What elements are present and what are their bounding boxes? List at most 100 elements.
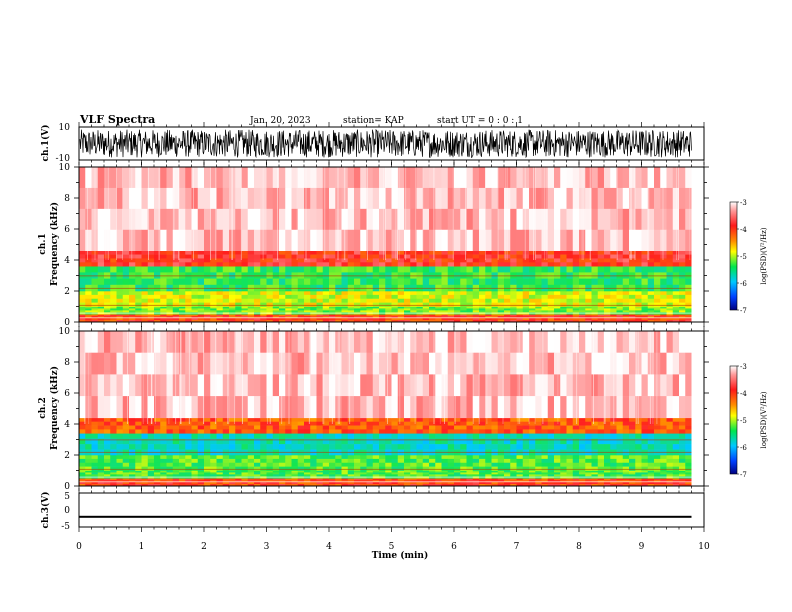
spectrogram-cell bbox=[522, 250, 530, 255]
spectrogram-cell bbox=[554, 308, 561, 311]
spectrogram-cell bbox=[641, 374, 649, 397]
spectrogram-cell bbox=[647, 433, 655, 440]
spectrogram-cell bbox=[310, 444, 317, 450]
spectrogram-cell bbox=[366, 484, 374, 487]
spectrogram-cell bbox=[610, 187, 617, 210]
spectrogram-cell bbox=[654, 472, 661, 475]
spectrogram-cell bbox=[210, 425, 217, 430]
spectrogram-cell bbox=[147, 472, 155, 475]
spectrogram-cell bbox=[260, 254, 267, 259]
spectrogram-cell bbox=[522, 425, 530, 430]
spectrogram-cell bbox=[372, 444, 380, 450]
spectrogram-cell bbox=[497, 318, 505, 321]
spectrogram-cell bbox=[685, 429, 692, 434]
spectrogram-cell bbox=[416, 374, 424, 397]
spectrogram-cell bbox=[560, 438, 567, 445]
spectrogram-cell bbox=[260, 438, 267, 445]
spectrogram-cell bbox=[241, 318, 249, 321]
spectrogram-cell bbox=[297, 278, 305, 286]
spectrogram-cell bbox=[416, 266, 424, 273]
spectrogram-cell bbox=[435, 302, 442, 307]
spectrogram-cell bbox=[579, 444, 586, 450]
spectrogram-cell bbox=[272, 480, 280, 483]
spectrogram-streak bbox=[337, 167, 339, 260]
spectrogram-line bbox=[79, 275, 692, 277]
spectrogram-cell bbox=[616, 352, 624, 375]
spectrogram-cell bbox=[547, 433, 555, 440]
spectrogram-cell bbox=[104, 229, 111, 251]
spectrogram-cell bbox=[204, 266, 211, 273]
spectrogram-cell bbox=[166, 310, 174, 313]
spectrogram-cell bbox=[622, 466, 630, 471]
spectrogram-cell bbox=[147, 250, 155, 255]
spectrogram-cell bbox=[97, 478, 105, 481]
spectrogram-cell bbox=[385, 474, 392, 477]
spectrogram-cell bbox=[191, 308, 199, 311]
spectrogram-cell bbox=[147, 466, 155, 471]
spectrogram-streak bbox=[231, 167, 233, 260]
spectrogram-cell bbox=[254, 291, 261, 296]
spectrogram-cell bbox=[185, 258, 192, 263]
spectrogram-cell bbox=[147, 421, 155, 426]
spectrogram-cell bbox=[197, 208, 205, 231]
spectrogram-cell bbox=[535, 429, 542, 434]
spectrogram-cell bbox=[585, 314, 592, 317]
spectrogram-cell bbox=[447, 444, 455, 450]
spectrogram-cell bbox=[591, 417, 599, 422]
spectrogram-cell bbox=[547, 291, 555, 296]
spectrogram-cell bbox=[685, 478, 692, 481]
spectrogram-cell bbox=[447, 466, 455, 471]
spectrogram-cell bbox=[166, 417, 174, 422]
spectrogram-cell bbox=[541, 316, 549, 319]
spectrogram-cell bbox=[585, 484, 592, 487]
spectrogram-cell bbox=[279, 331, 286, 353]
spectrogram-cell bbox=[260, 250, 267, 255]
spectrogram-cell bbox=[641, 472, 649, 475]
spectrogram-cell bbox=[222, 438, 230, 445]
spectrogram-cell bbox=[254, 429, 261, 434]
spectrogram-cell bbox=[322, 466, 330, 471]
spectrogram-cell bbox=[147, 455, 155, 460]
spectrogram-cell bbox=[297, 229, 305, 251]
spectrogram-streak bbox=[158, 167, 160, 260]
spectrogram-cell bbox=[310, 425, 317, 430]
spectrogram-cell bbox=[447, 314, 455, 317]
spectrogram-cell bbox=[166, 229, 174, 251]
spectrogram-cell bbox=[491, 258, 499, 263]
spectrogram-cell bbox=[235, 316, 242, 319]
spectrogram-cell bbox=[635, 466, 642, 471]
spectrogram-cell bbox=[141, 480, 149, 483]
spectrogram-cell bbox=[360, 421, 367, 426]
spectrogram-cell bbox=[129, 208, 136, 231]
spectrogram-cell bbox=[329, 482, 336, 485]
spectrogram-cell bbox=[254, 421, 261, 426]
spectrogram-cell bbox=[279, 262, 286, 267]
spectrogram-cell bbox=[104, 298, 111, 303]
spectrogram-cell bbox=[660, 458, 667, 464]
spectrogram-cell bbox=[166, 187, 174, 210]
spectrogram-cell bbox=[535, 474, 542, 477]
spectrogram-cell bbox=[516, 478, 524, 481]
spectrogram-cell bbox=[541, 374, 549, 397]
spectrogram-cell bbox=[554, 316, 561, 319]
spectrogram-cell bbox=[416, 314, 424, 317]
spectrogram-cell bbox=[241, 455, 249, 460]
spectrogram-cell bbox=[654, 250, 661, 255]
ch1-waveform-panel: 10 -10 ch.1(V) bbox=[40, 122, 705, 165]
spectrogram-cell bbox=[166, 291, 174, 296]
spectrogram-cell bbox=[404, 262, 411, 267]
spectrogram-cell bbox=[79, 167, 86, 189]
spectrogram-cell bbox=[560, 262, 567, 267]
spectrogram-cell bbox=[210, 462, 217, 467]
spectrogram-cell bbox=[304, 331, 311, 353]
spectrogram-cell bbox=[254, 308, 261, 311]
spectrogram-cell bbox=[347, 425, 355, 430]
spectrogram-cell bbox=[91, 425, 99, 430]
spectrogram-cell bbox=[141, 455, 149, 460]
spectrogram-cell bbox=[672, 254, 680, 259]
spectrogram-cell bbox=[329, 458, 336, 464]
spectrogram-cell bbox=[422, 310, 430, 313]
spectrogram-cell bbox=[422, 314, 430, 317]
spectrogram-cell bbox=[566, 484, 574, 487]
spectrogram-cell bbox=[247, 374, 255, 397]
